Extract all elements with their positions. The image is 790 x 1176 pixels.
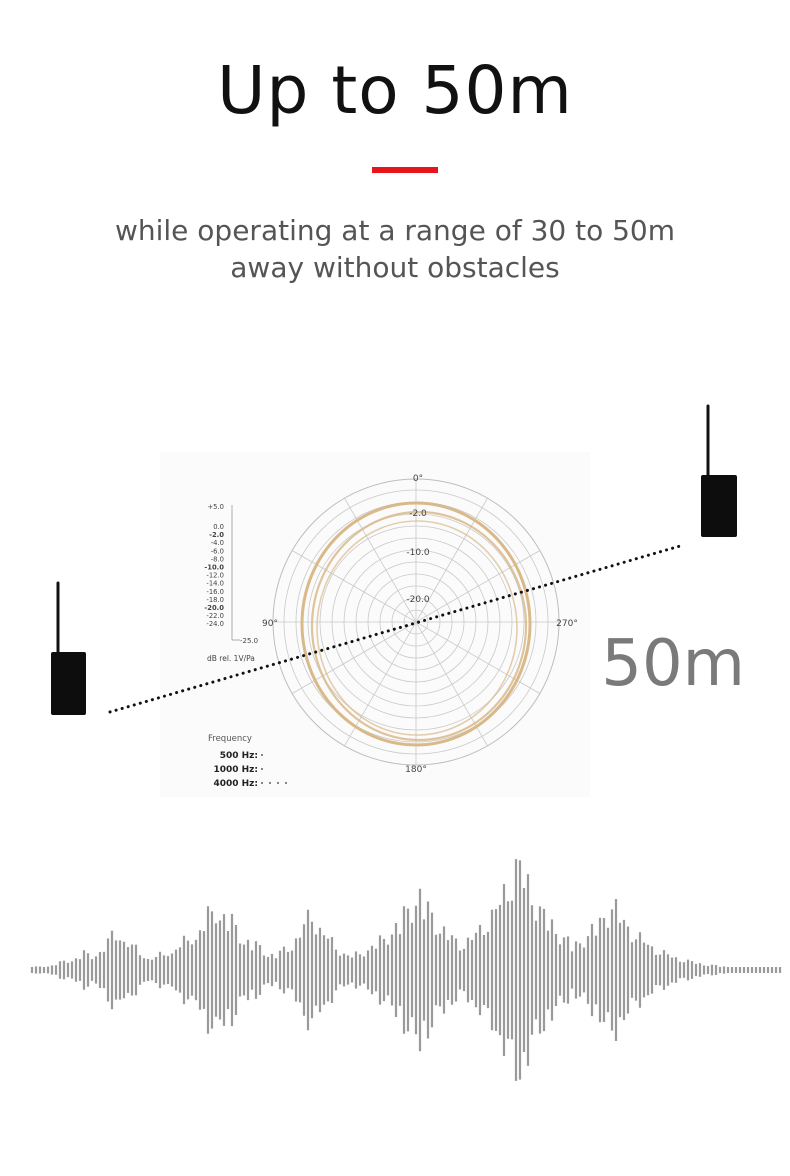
subtitle-line-1: while operating at a range of 30 to 50m bbox=[114, 214, 676, 247]
frequency-legend: Frequency 500 Hz: 1000 Hz: 4000 Hz: bbox=[208, 734, 287, 789]
angle-label-top: 0° bbox=[413, 474, 423, 484]
polar-spoke bbox=[415, 497, 488, 623]
subtitle: while operating at a range of 30 to 50m … bbox=[0, 212, 790, 286]
polar-spoke bbox=[415, 621, 488, 747]
sound-wave-graphic bbox=[30, 859, 782, 1081]
transmitter-icon bbox=[51, 581, 86, 715]
title-accent-bar bbox=[372, 167, 438, 173]
ring-label: -2.0 bbox=[409, 509, 427, 519]
legend-item-500: 500 Hz: bbox=[220, 751, 258, 761]
legend-item-1000: 1000 Hz: bbox=[213, 765, 258, 775]
db-scale: -25.0 dB rel. 1V/Pa +5.00.0-2.0-4.0-6.0-… bbox=[204, 503, 258, 663]
db-unit-label: dB rel. 1V/Pa bbox=[207, 654, 255, 663]
receiver-icon bbox=[701, 404, 737, 537]
angle-label-bottom: 180° bbox=[405, 765, 427, 775]
polar-grid bbox=[272, 478, 560, 766]
polar-spoke bbox=[291, 621, 417, 694]
polar-pattern-chart: 0° 90° 270° 180° -2.0 -10.0 -20.0 bbox=[262, 474, 578, 775]
polar-spoke bbox=[344, 621, 417, 747]
db-scale-label: -4.0 bbox=[211, 539, 224, 547]
db-scale-min: -25.0 bbox=[240, 637, 258, 645]
polar-spoke bbox=[415, 550, 541, 623]
signal-path-line bbox=[108, 544, 682, 714]
ring-label: -10.0 bbox=[406, 548, 430, 558]
legend-item-4000: 4000 Hz: bbox=[213, 779, 258, 789]
db-scale-label: -22.0 bbox=[206, 612, 224, 620]
legend-marker-4000 bbox=[277, 782, 279, 784]
db-scale-label: -18.0 bbox=[206, 596, 224, 604]
db-scale-label: -24.0 bbox=[206, 620, 224, 628]
pattern-curve-1000 bbox=[310, 510, 528, 742]
db-scale-label: +5.0 bbox=[207, 503, 224, 511]
polar-spoke bbox=[344, 497, 417, 623]
subtitle-line-2: away without obstacles bbox=[230, 251, 560, 284]
db-scale-label: -6.0 bbox=[211, 547, 224, 555]
db-scale-label: -10.0 bbox=[204, 564, 224, 572]
polar-pattern-curves bbox=[300, 501, 532, 747]
legend-marker-4000 bbox=[261, 782, 263, 784]
polar-spoke bbox=[415, 621, 541, 694]
legend-marker-1000 bbox=[261, 768, 263, 770]
page-title: Up to 50m bbox=[217, 52, 573, 129]
pattern-curve-500 bbox=[300, 501, 532, 747]
pattern-curve-4000 bbox=[316, 520, 518, 736]
db-scale-label: -2.0 bbox=[209, 531, 224, 539]
legend-marker-4000 bbox=[285, 782, 287, 784]
distance-label: 50m bbox=[601, 627, 745, 701]
legend-marker-4000 bbox=[269, 782, 271, 784]
polar-spoke bbox=[291, 550, 417, 623]
legend-title: Frequency bbox=[208, 734, 252, 744]
db-scale-label: -16.0 bbox=[206, 588, 224, 596]
angle-label-left: 90° bbox=[262, 619, 278, 629]
db-scale-label: 0.0 bbox=[213, 523, 224, 531]
ring-label: -20.0 bbox=[406, 595, 430, 605]
angle-label-right: 270° bbox=[556, 619, 578, 629]
legend-marker-500 bbox=[261, 754, 263, 756]
db-scale-label: -8.0 bbox=[211, 555, 224, 563]
db-scale-label: -20.0 bbox=[204, 604, 224, 612]
db-scale-label: -12.0 bbox=[206, 572, 224, 580]
db-scale-label: -14.0 bbox=[206, 580, 224, 588]
